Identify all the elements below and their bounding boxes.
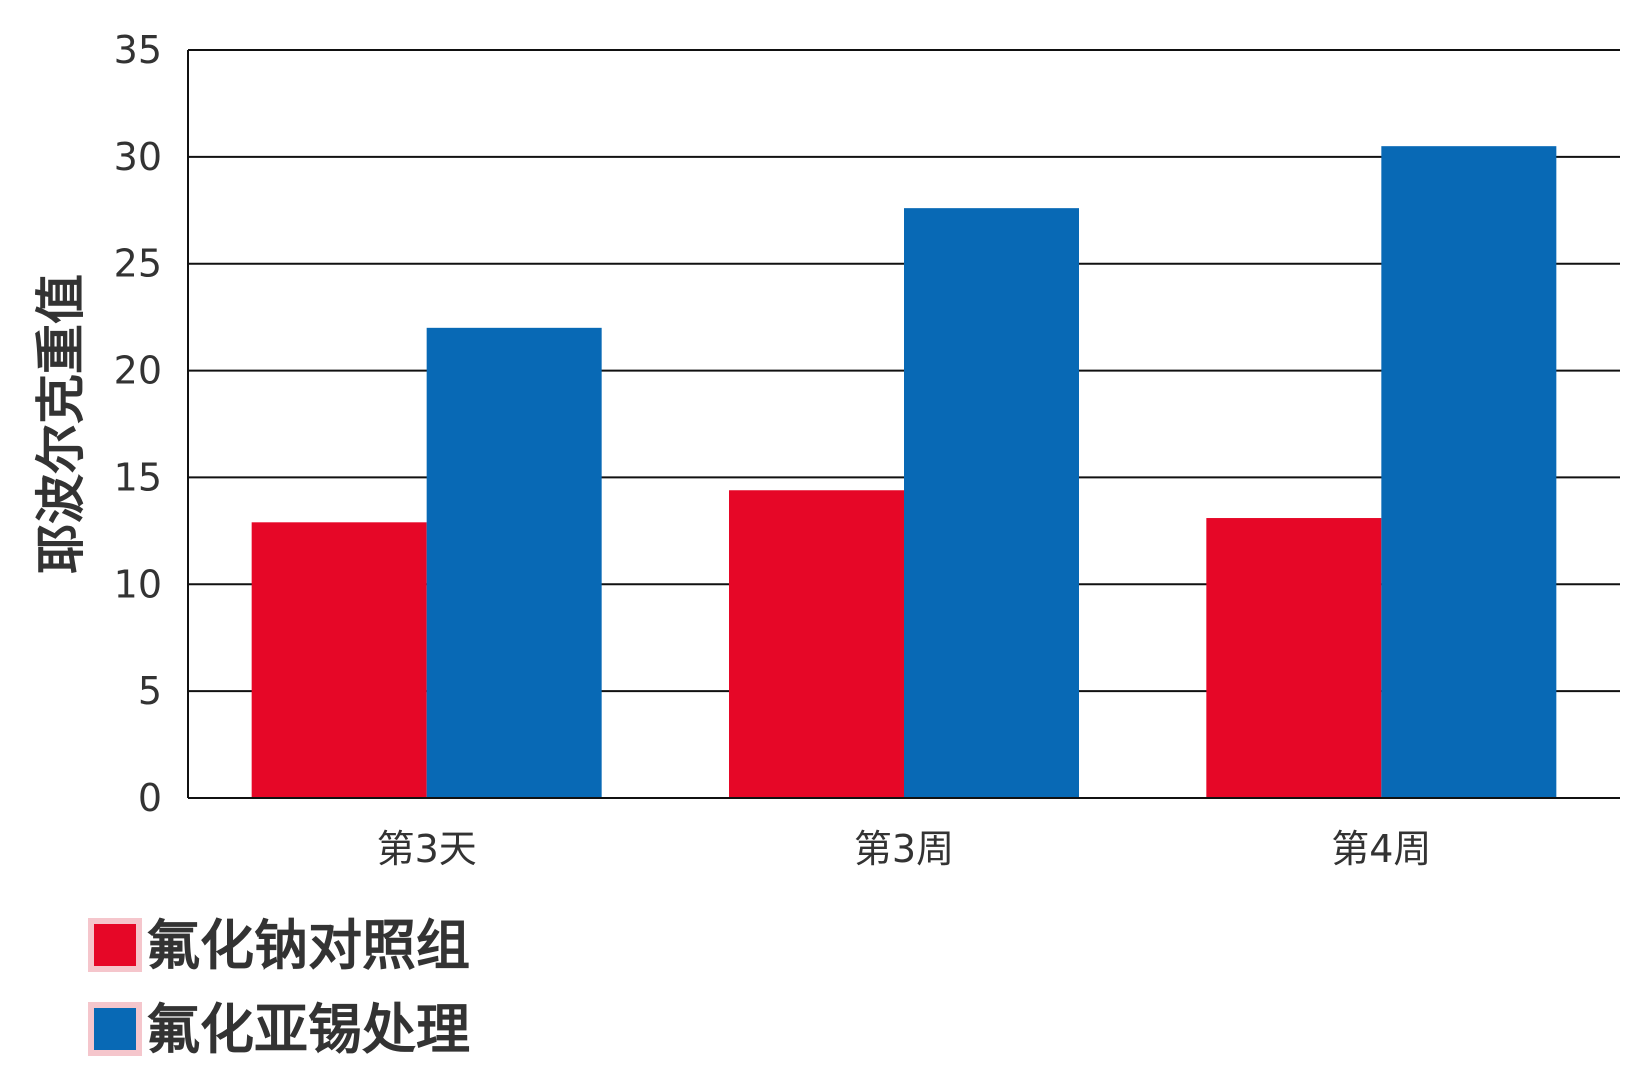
bar-naf-0 <box>251 522 427 798</box>
y-tick-label: 0 <box>138 776 162 820</box>
legend-label: 氟化钠对照组 <box>146 914 470 977</box>
y-axis-title: 耶波尔克重值 <box>32 274 90 574</box>
y-tick-label: 15 <box>114 455 162 499</box>
x-axis-category-labels: 第3天 第3周 第4周 <box>377 827 1432 871</box>
bars <box>251 146 1557 799</box>
axes <box>187 50 1620 799</box>
legend-label: 氟化亚锡处理 <box>146 998 470 1061</box>
y-tick-label: 30 <box>114 135 162 179</box>
legend-swatch-0 <box>94 924 136 966</box>
bar-naf-2 <box>1206 518 1382 798</box>
y-tick-label: 10 <box>114 562 162 606</box>
legend-swatch-1 <box>94 1008 136 1050</box>
bar-snf2-2 <box>1381 146 1557 798</box>
bar-snf2-0 <box>426 327 602 798</box>
y-axis-tick-labels: 0 5 10 15 20 25 30 35 <box>114 28 162 820</box>
y-tick-label: 25 <box>114 242 162 286</box>
x-category-label: 第3周 <box>854 827 954 871</box>
bar-naf-1 <box>729 490 904 798</box>
y-tick-label: 20 <box>114 349 162 393</box>
y-tick-label: 35 <box>114 28 162 72</box>
y-tick-label: 5 <box>138 669 162 713</box>
x-category-label: 第3天 <box>377 827 477 871</box>
x-category-label: 第4周 <box>1331 827 1431 871</box>
bar-snf2-1 <box>904 208 1079 799</box>
